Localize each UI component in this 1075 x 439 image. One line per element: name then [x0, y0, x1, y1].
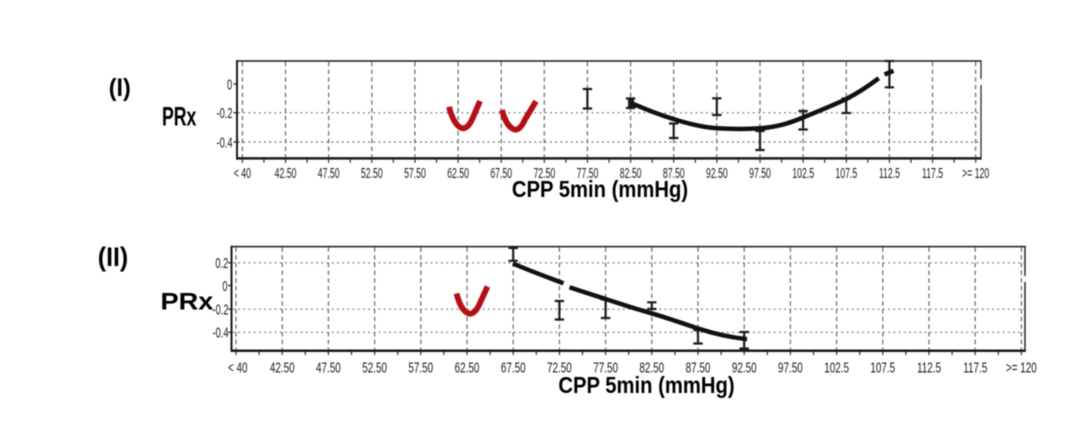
svg-text:62.50: 62.50 — [455, 359, 480, 376]
svg-text:47.50: 47.50 — [316, 359, 341, 376]
svg-text:42.50: 42.50 — [275, 165, 297, 182]
svg-text:97.50: 97.50 — [749, 165, 771, 182]
svg-text:87.50: 87.50 — [663, 165, 685, 182]
svg-text:0: 0 — [222, 278, 227, 295]
svg-text:PRx: PRx — [161, 289, 215, 316]
svg-text:>= 120: >= 120 — [962, 165, 989, 182]
svg-text:102.5: 102.5 — [792, 165, 814, 182]
svg-text:>= 120: >= 120 — [1006, 359, 1037, 376]
svg-text:42.50: 42.50 — [270, 359, 295, 376]
svg-text:47.50: 47.50 — [318, 165, 340, 182]
svg-text:82.50: 82.50 — [620, 165, 642, 182]
svg-text:-0.2: -0.2 — [212, 301, 228, 318]
svg-text:-0.4: -0.4 — [212, 324, 228, 341]
svg-text:92.50: 92.50 — [732, 359, 757, 376]
svg-text:117.5: 117.5 — [922, 165, 943, 182]
svg-text:117.5: 117.5 — [963, 359, 987, 376]
svg-text:87.50: 87.50 — [686, 359, 711, 376]
svg-text:77.50: 77.50 — [593, 359, 618, 376]
svg-text:57.50: 57.50 — [404, 165, 426, 182]
svg-text:62.50: 62.50 — [447, 165, 469, 182]
svg-text:92.50: 92.50 — [706, 165, 728, 182]
svg-text:112.5: 112.5 — [917, 359, 941, 376]
svg-text:67.50: 67.50 — [501, 359, 526, 376]
svg-text:-0.4: -0.4 — [216, 134, 232, 151]
svg-text:CPP 5min (mmHg): CPP 5min (mmHg) — [558, 372, 734, 399]
svg-text:57.50: 57.50 — [408, 359, 433, 376]
svg-text:-0.2: -0.2 — [216, 105, 232, 122]
svg-text:0: 0 — [227, 76, 232, 93]
svg-text:< 40: < 40 — [234, 165, 251, 182]
svg-text:52.50: 52.50 — [361, 165, 383, 182]
svg-text:(I): (I) — [109, 74, 131, 102]
svg-text:77.50: 77.50 — [577, 165, 599, 182]
svg-text:CPP 5min (mmHg): CPP 5min (mmHg) — [512, 176, 688, 203]
svg-text:97.50: 97.50 — [778, 359, 803, 376]
svg-text:107.5: 107.5 — [835, 165, 857, 182]
svg-text:72.50: 72.50 — [547, 359, 572, 376]
svg-text:107.5: 107.5 — [870, 359, 895, 376]
svg-text:67.50: 67.50 — [490, 165, 512, 182]
svg-text:PRx: PRx — [162, 100, 197, 131]
svg-text:112.5: 112.5 — [879, 165, 900, 182]
svg-text:< 40: < 40 — [228, 359, 248, 376]
svg-text:(II): (II) — [98, 243, 128, 272]
svg-text:0.2: 0.2 — [215, 255, 228, 272]
svg-text:72.50: 72.50 — [533, 165, 555, 182]
svg-text:82.50: 82.50 — [639, 359, 664, 376]
svg-text:102.5: 102.5 — [824, 359, 849, 376]
svg-text:52.50: 52.50 — [362, 359, 387, 376]
